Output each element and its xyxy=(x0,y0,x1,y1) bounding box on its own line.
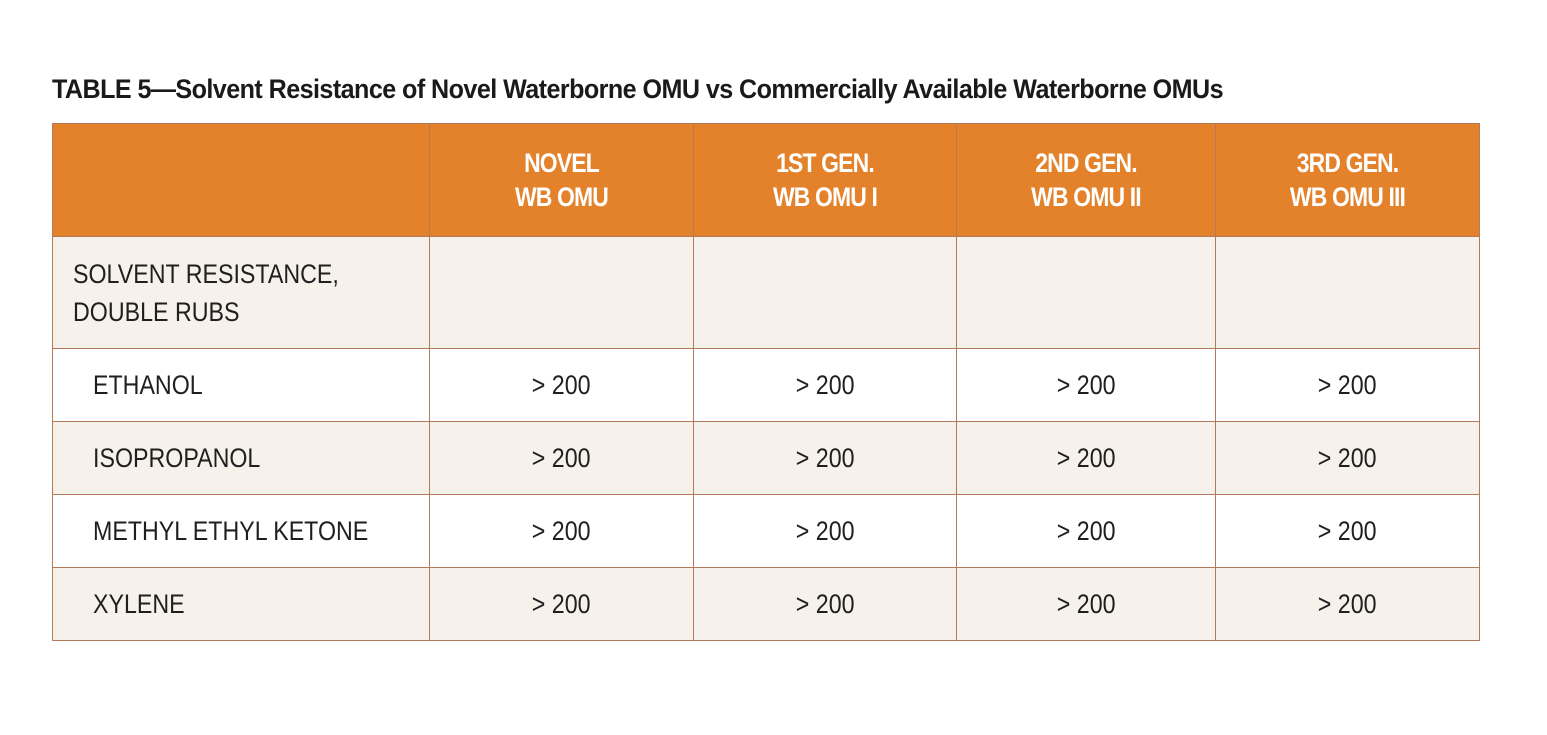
column-header-line: NOVEL xyxy=(524,148,600,178)
column-header-2nd-gen-wb-omu-ii: 2ND GEN. WB OMU II xyxy=(956,123,1216,237)
table-row-isopropanol: ISOPROPANOL > 200 > 200 > 200 > 200 xyxy=(52,421,1480,495)
section-label: SOLVENT RESISTANCE, DOUBLE RUBS xyxy=(52,236,430,349)
table-cell: > 200 xyxy=(693,348,957,422)
column-header-line: 1ST GEN. xyxy=(776,148,875,178)
table-cell: > 200 xyxy=(429,421,694,495)
column-header-1st-gen-wb-omu-i: 1ST GEN. WB OMU I xyxy=(693,123,957,237)
table-cell: > 200 xyxy=(693,421,957,495)
table-cell: > 200 xyxy=(693,494,957,568)
table-cell: > 200 xyxy=(429,494,694,568)
table-cell: > 200 xyxy=(956,348,1216,422)
table-row-xylene: XYLENE > 200 > 200 > 200 > 200 xyxy=(52,567,1480,641)
column-header-empty xyxy=(52,123,430,237)
table-row-ethanol: ETHANOL > 200 > 200 > 200 > 200 xyxy=(52,348,1480,422)
section-row-solvent-resistance: SOLVENT RESISTANCE, DOUBLE RUBS xyxy=(52,236,1480,349)
table-cell-empty xyxy=(956,236,1216,349)
column-header-line: WB OMU xyxy=(514,182,609,212)
table-cell: > 200 xyxy=(1215,567,1480,641)
table-cell: > 200 xyxy=(429,348,694,422)
table-cell-empty xyxy=(693,236,957,349)
column-header-line: WB OMU III xyxy=(1289,182,1406,212)
section-label-line: DOUBLE RUBS xyxy=(73,296,240,327)
column-header-line: 3RD GEN. xyxy=(1296,148,1399,178)
column-header-line: WB OMU I xyxy=(772,182,878,212)
row-label: ETHANOL xyxy=(52,348,430,422)
table-cell: > 200 xyxy=(956,567,1216,641)
column-header-novel-wb-omu: NOVEL WB OMU xyxy=(429,123,694,237)
column-header-line: WB OMU II xyxy=(1031,182,1141,212)
row-label: ISOPROPANOL xyxy=(52,421,430,495)
table-cell-empty xyxy=(429,236,694,349)
column-header-line: 2ND GEN. xyxy=(1035,148,1137,178)
table-cell-empty xyxy=(1215,236,1480,349)
table-cell: > 200 xyxy=(1215,348,1480,422)
section-label-line: SOLVENT RESISTANCE, xyxy=(73,258,339,289)
row-label: METHYL ETHYL KETONE xyxy=(52,494,430,568)
table-cell: > 200 xyxy=(693,567,957,641)
table-cell: > 200 xyxy=(1215,494,1480,568)
table-row-methyl-ethyl-ketone: METHYL ETHYL KETONE > 200 > 200 > 200 > … xyxy=(52,494,1480,568)
table-cell: > 200 xyxy=(956,494,1216,568)
table-cell: > 200 xyxy=(956,421,1216,495)
header-row: NOVEL WB OMU 1ST GEN. WB OMU I 2ND GEN. … xyxy=(52,123,1480,237)
solvent-resistance-table: NOVEL WB OMU 1ST GEN. WB OMU I 2ND GEN. … xyxy=(52,123,1480,641)
column-header-3rd-gen-wb-omu-iii: 3RD GEN. WB OMU III xyxy=(1215,123,1480,237)
row-label: XYLENE xyxy=(52,567,430,641)
table-cell: > 200 xyxy=(1215,421,1480,495)
table-cell: > 200 xyxy=(429,567,694,641)
table-title: TABLE 5—Solvent Resistance of Novel Wate… xyxy=(52,74,1224,104)
